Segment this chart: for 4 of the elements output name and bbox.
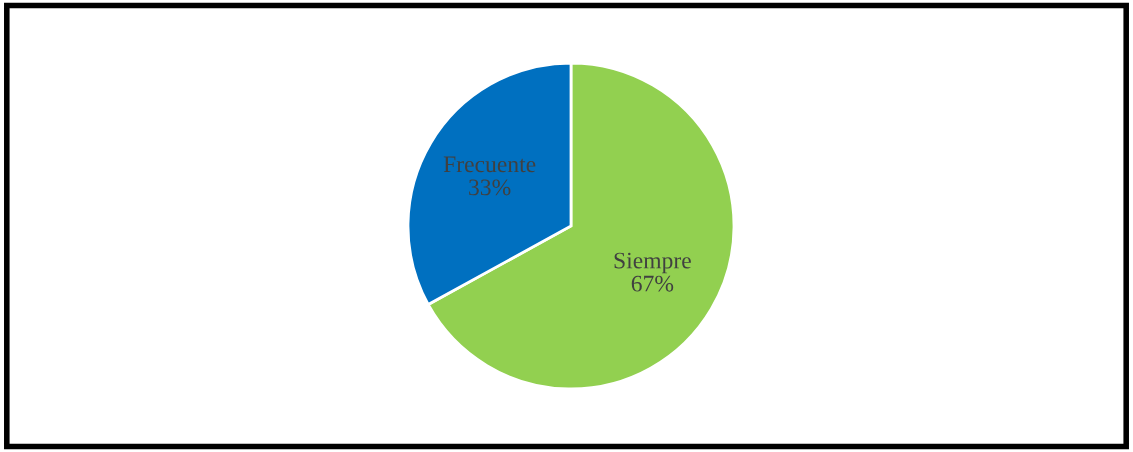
slice-label: Frecuente: [443, 156, 536, 173]
data-label: 33%: [469, 179, 511, 196]
slice-label: Siempre: [614, 252, 691, 274]
data-label: 67%: [631, 275, 674, 292]
